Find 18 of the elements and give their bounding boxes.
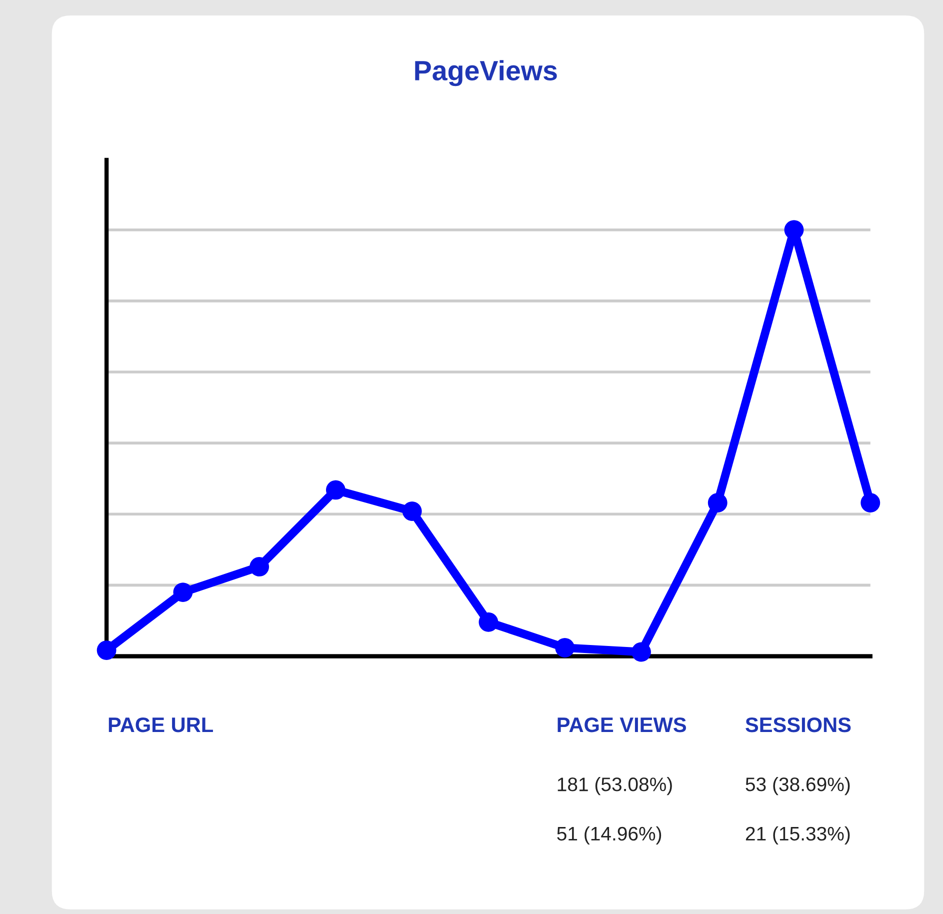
point (250, 556, 270, 576)
point (96, 640, 116, 660)
point (555, 638, 575, 658)
text: 53 (38.69%) (746, 776, 850, 796)
point (860, 493, 880, 512)
chart-title: PageViews (415, 60, 557, 86)
point (632, 642, 651, 662)
text: 181 (53.08%) (558, 776, 672, 796)
text: PAGE VIEWS (558, 717, 686, 732)
text: PAGE URL (108, 717, 213, 732)
text: 51 (14.96%) (557, 826, 662, 844)
point (402, 502, 422, 522)
text: 21 (15.33%) (746, 826, 850, 844)
point (326, 480, 346, 500)
text: SESSIONS (746, 717, 851, 732)
point (708, 493, 728, 512)
point (478, 612, 498, 632)
point (173, 582, 193, 602)
